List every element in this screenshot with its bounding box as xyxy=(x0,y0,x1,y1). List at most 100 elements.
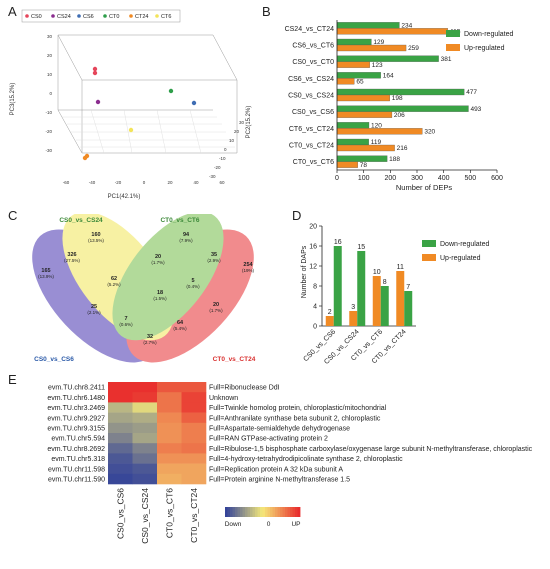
heatmap-cell xyxy=(181,443,207,454)
heatmap-cell xyxy=(181,402,207,413)
panel-letter-b: B xyxy=(262,4,271,19)
deps-bar xyxy=(336,105,469,112)
colorbar-segment xyxy=(280,507,283,517)
deps-bar-value: 381 xyxy=(441,56,452,63)
heatmap-cell xyxy=(108,443,133,454)
daps-y-tick: 4 xyxy=(313,304,317,311)
deps-bar-value: 477 xyxy=(466,89,477,96)
pca-3d-scatter: CS0 CS24 CS6 CT0 CT24 CT6 -60 -40 -20 0 20 40 60 -3… xyxy=(10,9,252,200)
colorbar-segment xyxy=(277,507,281,517)
deps-x-tick: 600 xyxy=(491,175,503,182)
venn-region-percent: (5.2%) xyxy=(107,282,121,287)
deps-bar xyxy=(336,144,395,152)
venn-set-ct0-ct6 xyxy=(112,214,224,341)
deps-bar xyxy=(336,122,370,129)
panel-letter-c: C xyxy=(8,208,18,223)
pca-legend: CS0 CS24 CS6 CT0 CT24 CT6 xyxy=(21,9,181,23)
heatmap-cell xyxy=(132,463,158,475)
deps-bar-value: 320 xyxy=(424,129,435,136)
heatmap-cell xyxy=(108,392,133,403)
heatmap-column-label: CT0_vs_CT24 xyxy=(189,488,199,543)
pca-y-tick: -10 xyxy=(45,110,52,115)
heatmap-cell xyxy=(157,453,182,464)
pca-y-tick: -30 xyxy=(45,148,52,153)
daps-bar xyxy=(325,316,334,326)
pca-z-tick: -20 xyxy=(214,165,221,170)
deps-bar xyxy=(336,155,388,162)
pca-legend-box xyxy=(21,9,181,23)
heatmap-cell xyxy=(132,433,158,444)
heatmap-cell xyxy=(108,402,133,413)
heatmap-cell xyxy=(157,382,182,393)
heatmap-cell xyxy=(157,422,182,434)
heatmap-row-annotation: Full=Twinkle homolog protein, chloroplas… xyxy=(209,405,387,412)
heatmap-cell xyxy=(132,453,158,464)
colorbar-segment xyxy=(295,507,298,517)
colorbar-segment xyxy=(297,507,301,517)
heatmap-cell xyxy=(108,463,133,475)
heatmap-cell xyxy=(157,392,182,403)
pca-y-tick: 30 xyxy=(47,34,53,39)
venn-label-ct0-ct6: CT0_vs_CT6 xyxy=(160,217,199,224)
pca-x-tick: -40 xyxy=(89,180,96,185)
deps-bar-value: 78 xyxy=(360,162,368,169)
pca-z-ticks: -30 -20 -10 010 20 30 xyxy=(209,120,245,179)
colorbar-segment xyxy=(270,507,273,517)
deps-x-label: Number of DEPs xyxy=(396,183,453,192)
venn-label-cs0-cs24: CS0_vs_CS24 xyxy=(59,217,103,224)
deps-bar xyxy=(336,78,355,85)
deps-bar-value: 259 xyxy=(408,45,419,52)
deps-bar xyxy=(336,22,400,29)
heatmap-row-label: evm.TU.chr3.2469 xyxy=(47,405,105,412)
deps-category-label: CT0_vs_CT24 xyxy=(289,143,334,150)
colorbar-segment xyxy=(272,507,276,517)
heatmap-cell xyxy=(132,382,158,393)
heatmap-row-annotation: Full=Anthranilate synthase beta subunit … xyxy=(209,415,381,422)
venn-region-percent: (7.9%) xyxy=(179,238,193,243)
colorbar-segment xyxy=(282,507,286,517)
pca-x-tick: 60 xyxy=(219,180,225,185)
heatmap-cell xyxy=(108,422,133,434)
heatmap-cell xyxy=(108,382,133,393)
venn-region-percent: (2.7%) xyxy=(143,340,157,345)
heatmap-cell xyxy=(181,433,207,444)
pca-legend-label: CT6 xyxy=(161,14,171,20)
heatmap-cell xyxy=(132,402,158,413)
daps-bar-value: 11 xyxy=(397,264,404,271)
colorbar-segment xyxy=(287,507,291,517)
heatmap-cell xyxy=(132,422,158,434)
heatmap-row-annotation: Unknown xyxy=(209,395,238,402)
daps-legend: Down-regulated Up-regulated xyxy=(422,240,490,262)
colorbar-segment xyxy=(250,507,253,517)
heatmap-row-label: evm.TU.chr9.2927 xyxy=(47,415,105,422)
venn-region-percent: (2.9%) xyxy=(207,258,221,263)
daps-bar-value: 3 xyxy=(351,304,355,311)
heatmap-row-label: evm.TU.chr9.3155 xyxy=(47,426,105,433)
heatmap-column-label: CS0_vs_CS24 xyxy=(140,488,150,544)
daps-legend-label: Up-regulated xyxy=(440,255,481,262)
pca-z-tick: 30 xyxy=(239,120,245,125)
heatmap-cell xyxy=(181,412,207,424)
colorbar-high-label: UP xyxy=(291,521,300,528)
pca-z-tick: 0 xyxy=(224,147,227,152)
deps-horizontal-bar-chart: 2344151292593811231646547719849320612032… xyxy=(285,20,514,192)
colorbar-low-label: Down xyxy=(225,521,242,528)
venn-region-percent: (13.5%) xyxy=(88,238,104,243)
venn-region-count: 326 xyxy=(67,252,76,258)
deps-bar xyxy=(336,72,381,79)
pca-legend-swatch xyxy=(51,14,55,18)
colorbar-segment xyxy=(227,507,231,517)
daps-bar-value: 7 xyxy=(406,284,410,291)
pca-y-tick: -20 xyxy=(45,129,52,134)
venn-region-percent: (1.7%) xyxy=(151,260,165,265)
venn-region-percent: (2.1%) xyxy=(87,310,101,315)
pca-z-tick: 20 xyxy=(234,129,240,134)
pca-y-tick: 10 xyxy=(47,72,53,77)
colorbar-segment xyxy=(247,507,251,517)
pca-legend-label: CS6 xyxy=(83,14,94,20)
venn-region-count: 32 xyxy=(147,334,153,340)
pca-legend-swatch xyxy=(155,14,159,18)
heatmap-cell xyxy=(132,473,158,485)
heatmap-cell xyxy=(108,412,133,424)
